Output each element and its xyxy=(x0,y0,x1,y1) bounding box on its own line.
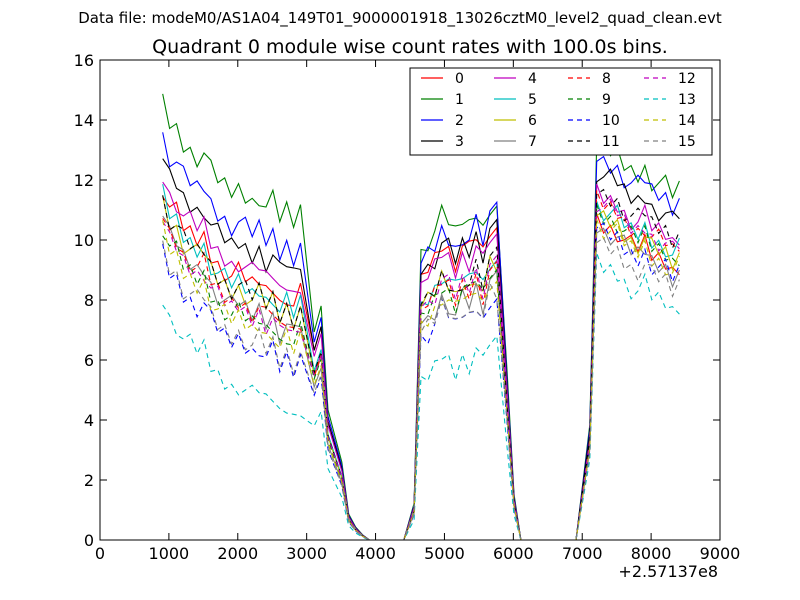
legend-label-12: 12 xyxy=(678,71,696,87)
x-tick-label: 3000 xyxy=(286,544,327,563)
x-tick-label: 5000 xyxy=(424,544,465,563)
legend-label-11: 11 xyxy=(602,134,620,150)
x-tick-label: 0 xyxy=(95,544,105,563)
x-tick-label: 1000 xyxy=(149,544,190,563)
legend-label-13: 13 xyxy=(678,92,696,108)
series-line-4 xyxy=(162,181,680,540)
legend-label-2: 2 xyxy=(455,113,464,129)
legend-label-4: 4 xyxy=(528,71,537,87)
x-tick-label: 8000 xyxy=(631,544,672,563)
legend-label-6: 6 xyxy=(528,113,537,129)
series-line-3 xyxy=(162,158,680,540)
legend-frame xyxy=(409,67,713,156)
y-tick-label: 16 xyxy=(74,51,94,70)
x-tick-label: 6000 xyxy=(493,544,534,563)
data-file-label: Data file: modeM0/AS1A04_149T01_90000019… xyxy=(78,9,722,28)
series-line-15 xyxy=(162,237,680,540)
series-line-12 xyxy=(162,198,680,540)
x-tick-label: 7000 xyxy=(562,544,603,563)
series-line-14 xyxy=(162,219,680,540)
legend-label-1: 1 xyxy=(455,92,464,108)
legend-label-15: 15 xyxy=(678,134,696,150)
axis-ticks: 0 1000 2000 3000 4000 5000 6000 7000 8000 9000 0 2 4… xyxy=(74,51,741,563)
legend-label-7: 7 xyxy=(528,134,537,150)
y-tick-label: 2 xyxy=(84,471,94,490)
x-tick-label: 2000 xyxy=(217,544,258,563)
y-tick-label: 12 xyxy=(74,171,94,190)
legend-label-5: 5 xyxy=(528,92,537,108)
legend-label-0: 0 xyxy=(455,71,464,87)
y-tick-label: 10 xyxy=(74,231,94,250)
y-tick-label: 6 xyxy=(84,351,94,370)
legend-label-14: 14 xyxy=(678,113,696,129)
y-tick-label: 4 xyxy=(84,411,94,430)
x-tick-label: 4000 xyxy=(355,544,396,563)
y-tick-label: 8 xyxy=(84,291,94,310)
x-tick-label: 9000 xyxy=(700,544,741,563)
series-line-11 xyxy=(162,188,680,540)
legend-label-9: 9 xyxy=(602,92,611,108)
chart-title: Quadrant 0 module wise count rates with … xyxy=(152,36,668,58)
legend-label-10: 10 xyxy=(602,113,620,129)
series-layer xyxy=(162,93,680,540)
legend-label-3: 3 xyxy=(455,134,464,150)
x-offset-label: +2.57137e8 xyxy=(618,562,718,581)
plot-frame xyxy=(99,59,721,541)
y-tick-label: 14 xyxy=(74,111,94,130)
series-line-2 xyxy=(162,132,680,540)
legend-label-8: 8 xyxy=(602,71,611,87)
series-line-6 xyxy=(162,195,680,540)
y-tick-label: 0 xyxy=(84,531,94,550)
series-line-13 xyxy=(162,252,680,540)
